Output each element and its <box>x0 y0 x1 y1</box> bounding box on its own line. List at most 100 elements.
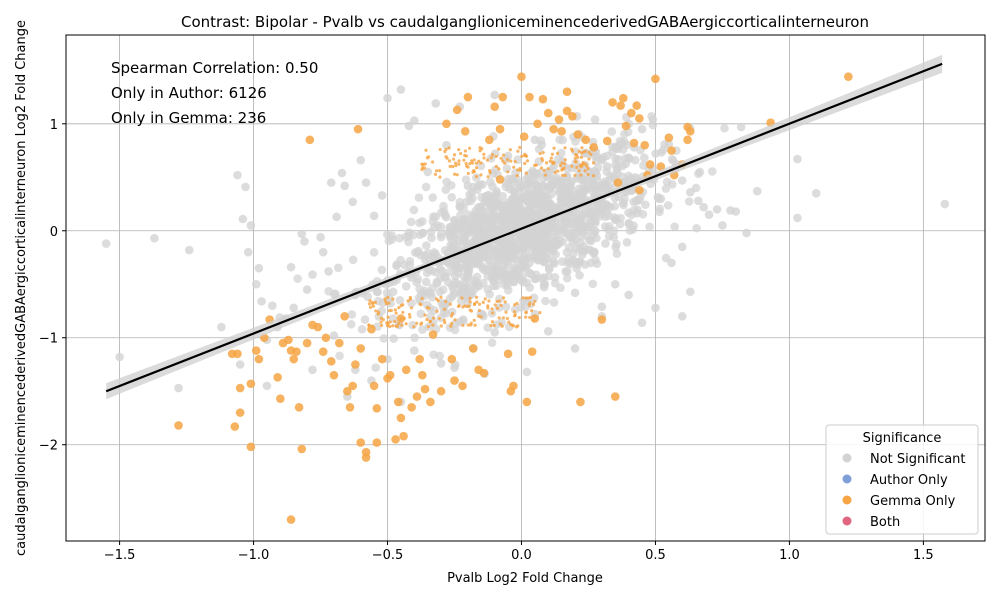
not-significant-point <box>515 203 525 213</box>
not-significant-point <box>431 99 441 108</box>
gemma-only-point <box>685 126 695 136</box>
gemma-only-point <box>329 370 339 380</box>
not-significant-point <box>537 254 546 264</box>
gemma-band-point <box>468 300 472 304</box>
not-significant-point <box>254 263 264 273</box>
not-significant-point <box>611 154 620 164</box>
not-significant-point <box>476 161 486 171</box>
not-significant-point <box>685 187 695 197</box>
gemma-only-point <box>251 346 261 355</box>
not-significant-point <box>639 161 648 170</box>
gemma-only-point <box>297 444 307 454</box>
gemma-band-point <box>544 161 549 165</box>
gemma-band-point <box>583 169 587 173</box>
not-significant-point <box>326 178 336 187</box>
not-significant-point <box>257 297 266 306</box>
not-significant-point <box>447 193 456 202</box>
gemma-only-point <box>385 370 395 380</box>
gemma-band-point <box>574 153 579 157</box>
not-significant-point <box>508 249 518 259</box>
gemma-only-point <box>527 347 537 356</box>
not-significant-point <box>460 234 469 243</box>
not-significant-point <box>101 239 111 248</box>
gemma-band-point <box>489 156 493 160</box>
not-significant-point <box>478 214 488 223</box>
not-significant-point <box>510 217 519 227</box>
gemma-band-point <box>503 161 507 165</box>
annotation-author-only: Only in Author: 6126 <box>111 84 267 102</box>
not-significant-point <box>539 273 549 282</box>
gemma-band-point <box>481 300 485 304</box>
x-tick-label: −1.5 <box>104 548 136 563</box>
gemma-only-point <box>608 98 617 107</box>
not-significant-point <box>557 257 567 266</box>
not-significant-point <box>340 181 349 191</box>
not-significant-point <box>568 197 578 207</box>
not-significant-point <box>677 176 687 185</box>
gemma-band-point <box>444 154 448 159</box>
gemma-band-point <box>397 306 401 310</box>
not-significant-point <box>694 169 703 179</box>
legend-label: Gemma Only <box>870 494 956 509</box>
not-significant-point <box>335 351 344 361</box>
not-significant-point <box>435 351 445 361</box>
gemma-band-point <box>501 296 506 300</box>
gemma-only-point <box>495 124 505 134</box>
not-significant-point <box>670 222 679 231</box>
gemma-band-point <box>550 152 555 156</box>
gemma-only-point <box>618 93 628 103</box>
gemma-band-point <box>520 154 524 158</box>
not-significant-point <box>485 290 494 299</box>
gemma-band-point <box>442 318 446 322</box>
gemma-band-point <box>494 154 498 158</box>
gemma-band-point <box>569 147 574 151</box>
gemma-only-point <box>568 112 577 121</box>
not-significant-point <box>401 281 411 291</box>
not-significant-point <box>404 231 413 241</box>
gemma-band-point <box>433 172 438 177</box>
x-tick-label: 1.5 <box>913 548 934 563</box>
not-significant-point <box>404 121 414 131</box>
not-significant-point <box>704 210 714 220</box>
not-significant-point <box>550 278 560 288</box>
not-significant-point <box>530 135 540 145</box>
gemma-band-point <box>466 171 470 176</box>
not-significant-point <box>586 258 596 268</box>
not-significant-point <box>438 266 447 276</box>
legend: Significance Not Significant Author Only G… <box>825 424 979 535</box>
gemma-band-point <box>376 310 381 314</box>
gemma-only-point <box>343 386 352 396</box>
gemma-band-point <box>450 312 455 316</box>
gemma-band-point <box>470 161 475 165</box>
gemma-band-point <box>423 166 427 170</box>
not-significant-point <box>446 222 455 232</box>
not-significant-point <box>588 279 598 289</box>
gemma-band-point <box>406 299 410 303</box>
gemma-band-point <box>394 311 398 315</box>
not-significant-point <box>605 203 615 212</box>
gemma-band-point <box>558 164 563 168</box>
gemma-band-point <box>495 299 499 304</box>
gemma-band-point <box>373 300 378 305</box>
not-significant-point <box>497 212 507 221</box>
not-significant-point <box>590 115 600 124</box>
gemma-band-point <box>528 295 533 300</box>
gemma-band-point <box>451 164 455 169</box>
gemma-band-point <box>511 324 516 328</box>
gemma-dense-band <box>367 145 596 329</box>
not-significant-point <box>300 237 309 246</box>
not-significant-point <box>262 381 272 391</box>
not-significant-point <box>115 352 124 362</box>
gemma-band-point <box>447 159 452 163</box>
not-significant-point <box>410 333 419 343</box>
not-significant-point <box>518 263 528 272</box>
not-significant-point <box>590 226 599 236</box>
gemma-band-point <box>415 321 419 325</box>
gemma-only-point <box>230 422 240 431</box>
gemma-only-point <box>426 397 435 407</box>
gemma-band-point <box>574 160 578 164</box>
gemma-band-point <box>367 302 371 306</box>
gemma-only-point <box>613 178 623 187</box>
gemma-band-point <box>579 173 583 177</box>
gemma-band-point <box>591 174 596 178</box>
